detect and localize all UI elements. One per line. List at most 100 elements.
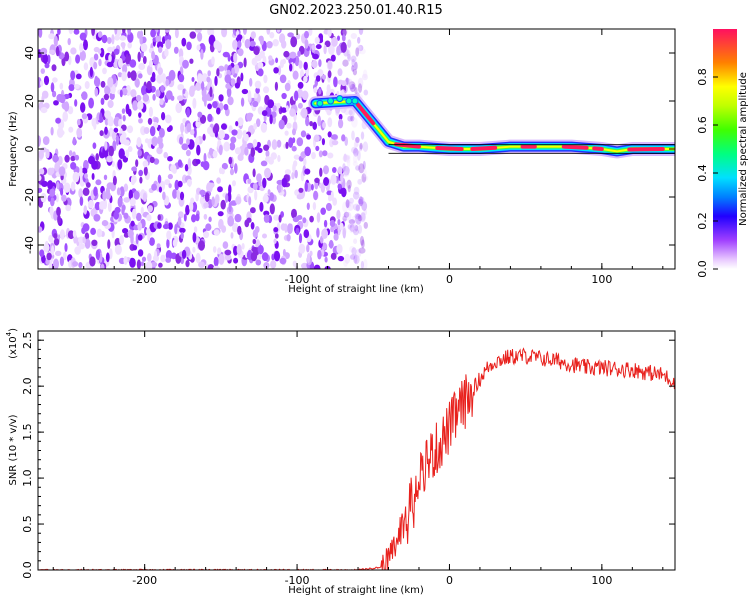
noise-speck <box>309 250 313 257</box>
noise-speck <box>228 125 233 133</box>
noise-speck <box>70 70 76 81</box>
noise-speck <box>263 74 268 84</box>
noise-speck <box>357 150 361 161</box>
noise-speck <box>218 144 223 156</box>
noise-speck <box>273 250 281 262</box>
noise-speck <box>162 191 166 201</box>
noise-speck <box>95 179 102 186</box>
noise-speck <box>203 231 210 239</box>
noise-speck <box>236 128 243 140</box>
noise-speck <box>217 186 223 193</box>
noise-speck <box>303 61 308 71</box>
noise-speck <box>136 94 142 102</box>
noise-speck <box>257 68 264 77</box>
noise-speck <box>198 43 206 54</box>
noise-speck <box>72 261 79 267</box>
noise-speck <box>355 213 362 225</box>
noise-speck <box>288 137 294 148</box>
noise-speck <box>212 101 218 109</box>
signal-peak <box>470 145 498 151</box>
noise-speck <box>270 152 277 160</box>
noise-speck <box>207 264 215 269</box>
noise-speck <box>286 223 293 235</box>
noise-speck <box>67 106 74 115</box>
noise-speck <box>341 187 347 198</box>
noise-speck <box>291 172 295 180</box>
noise-speck <box>177 95 184 101</box>
noise-speck <box>101 220 109 227</box>
noise-speck <box>361 173 367 183</box>
noise-speck <box>174 224 178 235</box>
noise-speck <box>258 35 264 42</box>
noise-speck <box>343 259 348 267</box>
noise-speck <box>232 180 236 187</box>
noise-speck <box>121 87 128 96</box>
noise-speck <box>195 136 200 147</box>
noise-speck <box>316 227 320 238</box>
noise-speck <box>213 256 219 267</box>
noise-speck <box>106 182 114 190</box>
noise-speck <box>349 222 355 232</box>
colorbar-tick-label: 0.6 <box>696 116 709 134</box>
noise-speck <box>164 179 171 186</box>
noise-speck <box>182 59 189 69</box>
noise-speck <box>181 143 189 151</box>
noise-speck <box>193 226 198 233</box>
noise-speck <box>234 82 240 89</box>
noise-speck <box>100 80 106 88</box>
noise-speck <box>357 83 363 93</box>
x-tick-label: 100 <box>591 273 612 286</box>
snr-scale-factor: (x104) <box>5 328 19 359</box>
noise-speck <box>241 243 245 250</box>
noise-speck <box>218 129 225 140</box>
noise-speck <box>170 164 177 173</box>
noise-speck <box>160 254 166 263</box>
noise-speck <box>230 78 236 87</box>
noise-speck <box>342 165 350 176</box>
noise-speck <box>338 118 344 129</box>
noise-speck <box>298 243 306 254</box>
noise-speck <box>64 51 70 62</box>
noise-speck <box>361 73 368 81</box>
noise-speck <box>74 83 80 90</box>
noise-speck <box>216 68 220 77</box>
noise-speck <box>343 170 350 177</box>
noise-speck <box>55 46 60 57</box>
noise-speck <box>146 64 153 76</box>
noise-speck <box>296 137 304 147</box>
noise-speck <box>53 238 60 246</box>
noise-speck <box>168 183 172 189</box>
noise-speck <box>76 118 81 126</box>
noise-speck <box>55 250 62 256</box>
noise-speck <box>183 213 187 222</box>
noise-speck <box>57 155 63 166</box>
noise-speck <box>207 70 211 77</box>
noise-speck <box>157 174 162 184</box>
noise-speck <box>253 123 257 130</box>
noise-speck <box>213 265 220 269</box>
noise-speck <box>186 107 191 118</box>
noise-speck <box>156 74 163 84</box>
noise-speck <box>226 87 232 98</box>
noise-speck <box>179 136 184 145</box>
noise-speck <box>40 80 44 87</box>
noise-speck <box>179 227 186 233</box>
noise-speck <box>217 211 224 217</box>
noise-speck <box>352 191 360 200</box>
noise-speck <box>260 160 268 167</box>
noise-speck <box>353 141 359 148</box>
noise-speck <box>103 93 110 101</box>
noise-speck <box>72 136 76 146</box>
noise-speck <box>340 29 347 37</box>
noise-speck <box>222 241 229 249</box>
noise-speck <box>246 112 254 119</box>
noise-speck <box>231 67 236 76</box>
noise-speck <box>70 47 77 55</box>
noise-speck <box>67 38 71 46</box>
noise-speck <box>216 177 221 184</box>
noise-speck <box>285 105 289 112</box>
noise-speck <box>294 90 299 101</box>
y-tick-label: 2.0 <box>21 377 34 395</box>
noise-speck <box>214 75 218 87</box>
spectrogram-ticks: -200 -100 0 100 40 20 0 -20 -40 <box>23 29 675 286</box>
